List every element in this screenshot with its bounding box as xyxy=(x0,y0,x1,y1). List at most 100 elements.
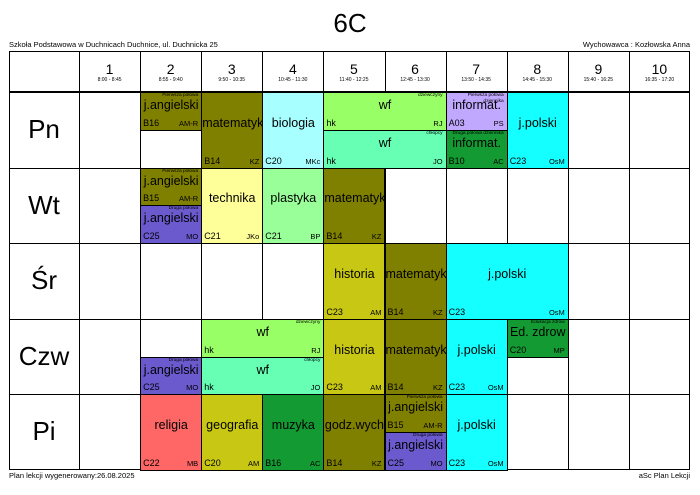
lesson-cell[interactable]: j.polski C23 OsM xyxy=(445,318,508,396)
lesson-cell[interactable]: geografia C20 AM xyxy=(201,394,264,471)
lesson-cell[interactable]: wf hk JO chłopcy xyxy=(323,129,447,169)
lesson-subject: matematyka xyxy=(385,342,447,357)
lesson-room: C23 xyxy=(448,382,466,393)
lesson-cell[interactable]: j.angielski B15 AM-R Pierwsza połowa xyxy=(140,167,203,207)
lesson-subject: j.polski xyxy=(457,342,496,357)
lesson-subject: religia xyxy=(154,418,188,433)
lesson-cell[interactable]: j.angielski B15 AM-R Pierwsza połowa xyxy=(384,394,447,434)
lesson-room: hk xyxy=(204,344,214,355)
lesson-subject: wf xyxy=(256,362,270,377)
lesson-cell[interactable]: matematyka B14 KZ xyxy=(384,243,447,320)
lesson-teacher: MO xyxy=(430,458,443,468)
lesson-subject: wf xyxy=(378,98,392,112)
lesson-room: C22 xyxy=(143,457,160,468)
lesson-room: C25 xyxy=(143,231,160,242)
lesson-cell[interactable]: biologia C20 MKc xyxy=(262,92,325,169)
lesson-cell[interactable]: informat. A03 PS Pierwsza połowa dziennika xyxy=(445,92,508,131)
lesson-group: dziewczyny xyxy=(295,319,321,325)
lesson-cell[interactable]: matematyka B14 KZ xyxy=(201,92,264,169)
lesson-cell[interactable]: j.angielski C25 MO Druga połowa xyxy=(140,205,203,245)
lesson-subject: matematyka xyxy=(324,191,386,206)
lesson-cell[interactable]: j.polski C23 OsM xyxy=(445,394,508,471)
lesson-teacher: KZ xyxy=(371,232,382,242)
period-time: 8:00 - 8:45 xyxy=(97,77,122,83)
lesson-cell[interactable]: matematyka B14 KZ xyxy=(323,167,386,245)
lesson-group: chłopcy xyxy=(426,130,443,136)
lesson-teacher: RJ xyxy=(311,345,321,355)
period-number: 1 xyxy=(105,61,114,77)
period-number: 2 xyxy=(166,61,175,77)
lesson-subject: matematyka xyxy=(202,115,264,130)
period-number: 10 xyxy=(651,61,668,77)
lesson-room: C21 xyxy=(265,231,282,242)
period-number: 6 xyxy=(411,61,419,77)
lesson-group: Druga połowa xyxy=(412,433,443,439)
lesson-teacher: KZ xyxy=(249,156,260,166)
lesson-teacher: JKo xyxy=(246,232,260,242)
day-label: Czw xyxy=(18,340,70,371)
lesson-subject: j.angielski xyxy=(143,98,199,112)
lesson-cell[interactable]: historia C23 AM xyxy=(323,318,386,396)
lesson-teacher: AM xyxy=(370,383,382,393)
period-header-8: 8 14:45 - 15:30 xyxy=(507,61,568,83)
period-time: 15:40 - 16:25 xyxy=(583,77,614,83)
lesson-cell[interactable]: j.polski C23 OsM xyxy=(506,92,569,169)
lesson-cell[interactable]: informat. B10 AC Druga połowa dziennika xyxy=(445,129,508,169)
lesson-group: Druga połowa xyxy=(168,357,199,363)
lesson-cell[interactable]: matematyka B14 KZ xyxy=(384,318,447,396)
lesson-cell[interactable]: plastyka C21 BP xyxy=(262,167,325,245)
lesson-room: B14 xyxy=(387,306,404,317)
lesson-cell[interactable]: wf hk RJ dziewczyny xyxy=(323,92,447,131)
lesson-cell[interactable]: godz.wych B14 KZ xyxy=(323,394,386,471)
period-divider xyxy=(201,51,203,470)
lesson-teacher: KZ xyxy=(371,458,382,468)
lesson-subject: muzyka xyxy=(271,418,315,433)
period-number: 4 xyxy=(288,61,297,77)
lesson-subject: j.angielski xyxy=(143,211,199,226)
period-header-1: 1 8:00 - 8:45 xyxy=(79,61,140,83)
lesson-room: C23 xyxy=(448,306,466,317)
lesson-room: C23 xyxy=(326,382,343,393)
period-number: 8 xyxy=(533,61,542,77)
lesson-cell[interactable]: muzyka B16 AC xyxy=(262,394,325,471)
lesson-group: chłopcy xyxy=(304,357,321,363)
lesson-room: C23 xyxy=(326,306,343,317)
lesson-cell[interactable]: j.angielski B16 AM-R Pierwsza połowa xyxy=(140,92,203,131)
day-label: Śr xyxy=(31,265,57,296)
brand-label: aSc Plan Lekcji xyxy=(638,471,690,480)
lesson-subject: j.polski xyxy=(518,115,557,130)
timetable-grid: 1 8:00 - 8:45 2 8:55 - 9:40 3 9:50 - 10:35 4 10… xyxy=(9,51,690,471)
lesson-teacher: OsM xyxy=(487,383,504,393)
lesson-subject: geografia xyxy=(206,418,259,433)
lesson-room: C25 xyxy=(143,382,160,393)
lesson-cell[interactable]: wf hk RJ dziewczyny xyxy=(201,318,325,358)
lesson-cell[interactable]: j.polski C23 OsM xyxy=(445,243,569,320)
lesson-cell[interactable]: wf hk JO chłopcy xyxy=(201,356,325,396)
lesson-room: C25 xyxy=(387,457,405,468)
lesson-cell[interactable]: Ed. zdrow C20 MP Edukacja zdrow xyxy=(506,318,569,358)
lesson-cell[interactable]: historia C23 AM xyxy=(323,243,386,320)
lesson-teacher: OsM xyxy=(548,307,565,317)
period-divider xyxy=(262,51,264,470)
lesson-cell[interactable]: j.angielski C25 MO Druga połowa xyxy=(384,432,447,471)
lesson-group: Pierwsza połowa xyxy=(406,395,443,401)
lesson-cell[interactable]: religia C22 MB xyxy=(140,394,203,471)
lesson-subject: informat. xyxy=(452,98,501,112)
grid-border-top xyxy=(9,51,690,52)
period-number: 3 xyxy=(227,61,236,77)
lesson-cell[interactable]: j.angielski C25 MO Druga połowa xyxy=(140,356,203,396)
lesson-room: A03 xyxy=(448,117,465,128)
lesson-teacher: MO xyxy=(186,383,199,393)
period-header-5: 5 11:40 - 12:25 xyxy=(323,61,384,83)
period-header-3: 3 9:50 - 10:35 xyxy=(201,61,262,83)
homeroom-teacher: Wychowawca : Kozłowska Anna xyxy=(582,40,690,49)
lesson-room: B14 xyxy=(387,382,404,393)
lesson-group: Pierwsza połowa xyxy=(162,168,199,174)
lesson-subject: biologia xyxy=(271,115,315,130)
lesson-subject: wf xyxy=(378,135,392,150)
period-time: 16:35 - 17:20 xyxy=(644,77,675,83)
lesson-room: C23 xyxy=(509,155,527,166)
period-divider xyxy=(628,51,630,470)
lesson-teacher: AM xyxy=(370,307,382,317)
lesson-cell[interactable]: technika C21 JKo xyxy=(201,167,264,245)
